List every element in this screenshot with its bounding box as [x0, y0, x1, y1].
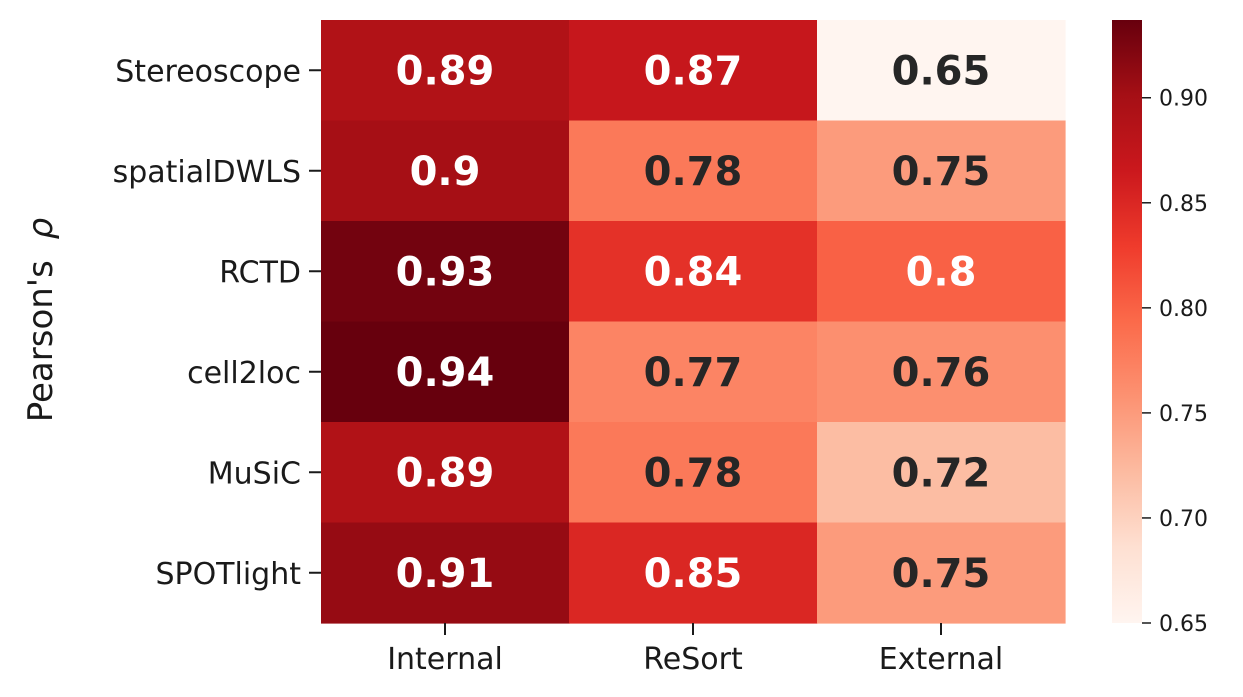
y-axis-label-text: Pearson's	[21, 260, 61, 422]
cell-value-label: 0.8	[906, 249, 977, 295]
cell-value-label: 0.65	[892, 48, 991, 94]
heatmap-cell	[321, 422, 570, 524]
heatmap-cell	[817, 221, 1066, 323]
column-tick-label: ReSort	[643, 642, 743, 677]
y-axis-label: Pearson's ρ	[21, 217, 61, 422]
cell-value-label: 0.78	[644, 149, 743, 195]
row-tick-label: RCTD	[219, 255, 301, 290]
cell-value-label: 0.84	[644, 249, 743, 295]
heatmap-cell	[569, 522, 818, 624]
colorbar: 0.65 0.70 0.75 0.80 0.85 0.90	[1112, 20, 1208, 637]
colorbar-gradient	[1112, 20, 1142, 623]
heatmap-cell	[569, 120, 818, 222]
colorbar-ticks: 0.65 0.70 0.75 0.80 0.85 0.90	[1142, 87, 1208, 637]
cell-value-label: 0.91	[396, 551, 495, 597]
row-tick-label: MuSiC	[208, 456, 301, 491]
cell-value-label: 0.87	[644, 48, 743, 94]
column-tick-label: External	[879, 642, 1003, 677]
colorbar-tick-label: 0.85	[1159, 192, 1208, 217]
heatmap-cell	[321, 120, 570, 222]
cell-value-label: 0.75	[892, 149, 991, 195]
heatmap-cell	[321, 522, 570, 624]
colorbar-tick-label: 0.75	[1159, 402, 1208, 427]
cell-value-label: 0.72	[892, 450, 991, 496]
cell-value-label: 0.93	[396, 249, 495, 295]
cell-value-label: 0.85	[644, 551, 743, 597]
row-tick-labels: Stereoscope spatialDWLS RCTD cell2loc MuSiC S…	[113, 54, 321, 592]
cell-value-label: 0.89	[396, 450, 495, 496]
colorbar-tick-label: 0.70	[1159, 507, 1208, 532]
cell-value-label: 0.78	[644, 450, 743, 496]
row-tick-label: Stereoscope	[115, 54, 301, 89]
cell-value-label: 0.89	[396, 48, 495, 94]
cell-value-label: 0.77	[644, 350, 743, 396]
heatmap-cells: 0.89 0.87 0.65 0.9 0.78 0.75 0.93 0.84 0.8 0.94 0.…	[321, 20, 1066, 624]
y-axis-label-symbol: ρ	[21, 217, 61, 239]
cell-value-label: 0.9	[410, 149, 481, 195]
heatmap-cell	[321, 20, 570, 122]
row-tick-label: spatialDWLS	[113, 155, 301, 190]
heatmap-cell	[817, 20, 1066, 122]
column-tick-labels: Internal ReSort External	[387, 623, 1003, 677]
heatmap-cell	[569, 20, 818, 122]
colorbar-tick-label: 0.65	[1159, 612, 1208, 637]
heatmap-cell	[569, 321, 818, 423]
cell-value-label: 0.75	[892, 551, 991, 597]
heatmap-cell	[321, 221, 570, 323]
heatmap-cell	[817, 422, 1066, 524]
heatmap-cell	[321, 321, 570, 423]
row-tick-label: SPOTlight	[155, 557, 301, 592]
heatmap-cell	[569, 221, 818, 323]
colorbar-tick-label: 0.80	[1159, 297, 1208, 322]
heatmap-cell	[569, 422, 818, 524]
colorbar-tick-label: 0.90	[1159, 87, 1208, 112]
cell-value-label: 0.94	[396, 350, 495, 396]
cell-value-label: 0.76	[892, 350, 991, 396]
column-tick-label: Internal	[387, 642, 503, 677]
heatmap-cell	[817, 321, 1066, 423]
heatmap-cell	[817, 522, 1066, 624]
row-tick-label: cell2loc	[187, 356, 301, 391]
heatmap-cell	[817, 120, 1066, 222]
